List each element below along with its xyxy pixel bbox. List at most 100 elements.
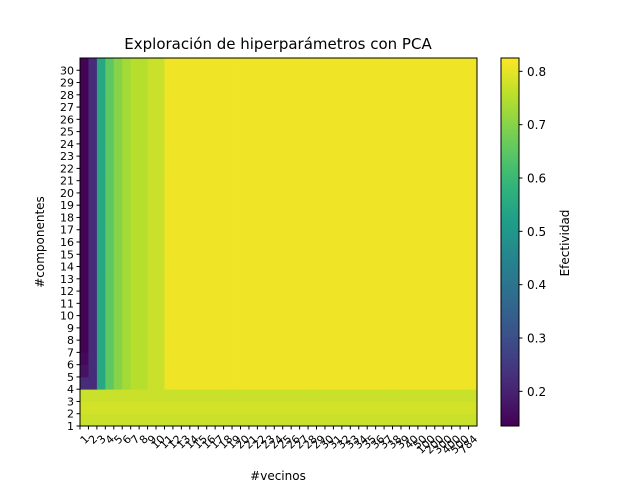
heatmap-cell — [172, 327, 182, 341]
heatmap-cell — [426, 291, 436, 304]
heatmap-cell — [240, 58, 250, 71]
heatmap-cell — [443, 217, 453, 231]
heatmap-cell — [333, 180, 343, 194]
heatmap-cell — [434, 107, 444, 120]
heatmap-cell — [434, 303, 444, 316]
heatmap-cell — [122, 376, 132, 390]
heatmap-cell — [265, 376, 275, 390]
heatmap-cell — [308, 229, 317, 243]
heatmap-cell — [215, 70, 224, 83]
heatmap-cell — [139, 70, 148, 83]
heatmap-cell — [189, 229, 199, 243]
heatmap-cell — [460, 376, 469, 390]
heatmap-cell — [206, 413, 216, 427]
heatmap-cell — [147, 168, 157, 182]
heatmap-cell — [80, 131, 89, 145]
heatmap-cell — [274, 192, 284, 206]
heatmap-cell — [308, 303, 317, 316]
heatmap-cell — [172, 58, 182, 71]
heatmap-cell — [324, 278, 334, 292]
heatmap-cell — [139, 131, 148, 145]
heatmap-cell — [400, 278, 410, 292]
heatmap-cell — [223, 119, 233, 132]
heatmap-cell — [341, 327, 351, 341]
heatmap-cell — [460, 413, 469, 427]
heatmap-cell — [122, 229, 132, 243]
heatmap-cell — [122, 205, 132, 218]
heatmap-cell — [333, 156, 343, 169]
heatmap-cell — [426, 107, 436, 120]
heatmap-cell — [105, 94, 115, 108]
heatmap-cell — [400, 229, 410, 243]
heatmap-cell — [417, 291, 427, 304]
heatmap-cell — [350, 58, 360, 71]
heatmap-cell — [139, 156, 148, 169]
heatmap-cell — [257, 303, 267, 316]
heatmap-cell — [240, 389, 250, 402]
heatmap-cell — [434, 131, 444, 145]
heatmap-cell — [130, 413, 140, 427]
heatmap-cell — [198, 364, 208, 378]
heatmap-cell — [324, 143, 334, 157]
heatmap-cell — [248, 143, 258, 157]
heatmap-cell — [215, 278, 224, 292]
heatmap-cell — [240, 327, 250, 341]
heatmap-cell — [451, 303, 461, 316]
heatmap-cell — [240, 94, 250, 108]
heatmap-cell — [417, 315, 427, 329]
heatmap-cell — [240, 242, 250, 255]
heatmap-cell — [409, 401, 419, 415]
heatmap-cell — [198, 413, 208, 427]
heatmap-cell — [248, 413, 258, 427]
colorbar-tick-label: 0.8 — [527, 65, 546, 79]
heatmap-cell — [130, 119, 140, 132]
heatmap-cell — [164, 143, 174, 157]
heatmap-cell — [417, 70, 427, 83]
heatmap-cell — [324, 315, 334, 329]
heatmap-cell — [316, 119, 326, 132]
heatmap-cell — [113, 168, 123, 182]
heatmap-cell — [375, 278, 385, 292]
heatmap-cell — [223, 291, 233, 304]
heatmap-cell — [139, 315, 148, 329]
heatmap-cell — [113, 401, 123, 415]
heatmap-cell — [198, 119, 208, 132]
heatmap-cell — [223, 82, 233, 96]
heatmap-cell — [248, 254, 258, 267]
heatmap-cell — [189, 131, 199, 145]
heatmap-cell — [274, 327, 284, 341]
heatmap-cell — [113, 242, 123, 255]
heatmap-cell — [324, 266, 334, 280]
heatmap-cell — [122, 254, 132, 267]
heatmap-cell — [282, 58, 292, 71]
heatmap-cell — [189, 291, 199, 304]
heatmap-cell — [156, 389, 165, 402]
heatmap-cell — [240, 278, 250, 292]
heatmap-cell — [299, 82, 309, 96]
heatmap-cell — [392, 376, 402, 390]
heatmap-cell — [426, 389, 436, 402]
heatmap-cell — [130, 376, 140, 390]
heatmap-cell — [443, 205, 453, 218]
heatmap-cell — [164, 266, 174, 280]
heatmap-cell — [460, 340, 469, 353]
heatmap-cell — [367, 340, 377, 353]
heatmap-cell — [139, 217, 148, 231]
heatmap-cell — [350, 168, 360, 182]
heatmap-cell — [291, 229, 301, 243]
heatmap-cell — [96, 254, 106, 267]
heatmap-cell — [265, 352, 275, 366]
heatmap-cell — [324, 340, 334, 353]
heatmap-cell — [417, 401, 427, 415]
heatmap-cell — [274, 156, 284, 169]
heatmap-cell — [324, 217, 334, 231]
heatmap-cell — [341, 340, 351, 353]
heatmap-cell — [282, 156, 292, 169]
heatmap-cell — [299, 303, 309, 316]
heatmap-cell — [316, 389, 326, 402]
heatmap-cell — [156, 376, 165, 390]
heatmap-cell — [341, 278, 351, 292]
colorbar-tick-label: 0.6 — [527, 172, 546, 186]
heatmap-cell — [181, 168, 191, 182]
heatmap-cell — [409, 94, 419, 108]
